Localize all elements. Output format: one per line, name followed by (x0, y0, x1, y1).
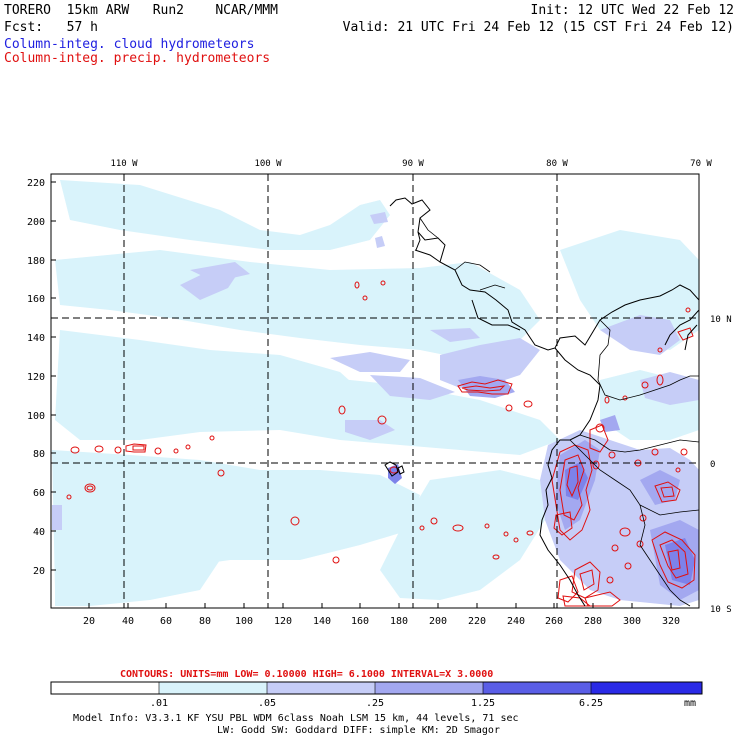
x-tick-label: 240 (507, 616, 525, 627)
colorbar-unit: mm (684, 698, 696, 709)
y-tick-label: 120 (27, 372, 45, 383)
y-tick-label: 180 (27, 256, 45, 267)
colorbar-segment (375, 682, 483, 694)
colorbar-label: .25 (366, 698, 384, 709)
x-tick-label: 80 (199, 616, 211, 627)
x-tick-label: 300 (623, 616, 641, 627)
x-tick-label: 100 (235, 616, 253, 627)
lat-label: 0 (710, 460, 715, 470)
model-title: TORERO 15km ARW Run2 NCAR/MMM (4, 3, 278, 18)
lat-label: 10 S (710, 605, 732, 615)
colorbar-segment (159, 682, 267, 694)
precip-contours (66, 280, 696, 607)
x-tick-label: 60 (160, 616, 172, 627)
colorbar-segment (483, 682, 591, 694)
x-tick-labels: 20 40 60 80 100 120 140 160 180 200 220 … (83, 616, 680, 627)
x-tick-label: 20 (83, 616, 95, 627)
y-tick-labels: 220 200 180 160 140 120 100 80 60 40 20 (27, 178, 45, 577)
lon-label: 70 W (690, 159, 712, 169)
legend-precip: Column-integ. precip. hydrometeors (4, 51, 271, 66)
colorbar-label: 6.25 (579, 698, 603, 709)
lon-label: 100 W (254, 159, 282, 169)
colorbar-segment (51, 682, 159, 694)
y-tick-label: 200 (27, 217, 45, 228)
forecast-hour: Fcst: 57 h (4, 20, 98, 35)
colorbar-frame (50, 681, 703, 695)
y-tick-label: 160 (27, 294, 45, 305)
x-tick-label: 40 (122, 616, 134, 627)
colorbar-segment (591, 682, 702, 694)
y-tick-label: 100 (27, 411, 45, 422)
lat-label: 10 N (710, 315, 732, 325)
x-tick-label: 160 (351, 616, 369, 627)
colorbar-labels: .01 .05 .25 1.25 6.25 mm (150, 698, 696, 709)
colorbar-label: .05 (258, 698, 276, 709)
x-tick-label: 140 (313, 616, 331, 627)
lon-label: 90 W (402, 159, 424, 169)
x-tick-label: 120 (274, 616, 292, 627)
x-tick-label: 180 (390, 616, 408, 627)
valid-time: Valid: 21 UTC Fri 24 Feb 12 (15 CST Fri … (342, 20, 734, 35)
y-tick-label: 220 (27, 178, 45, 189)
x-tick-label: 200 (429, 616, 447, 627)
colorbar-segment (267, 682, 375, 694)
init-time: Init: 12 UTC Wed 22 Feb 12 (530, 3, 735, 18)
physics-info: LW: Godd SW: Goddard DIFF: simple KM: 2D… (217, 725, 500, 736)
lon-label: 80 W (546, 159, 568, 169)
coastlines (384, 197, 699, 607)
x-tick-label: 260 (545, 616, 563, 627)
y-tick-label: 40 (33, 527, 45, 538)
y-tick-label: 60 (33, 488, 45, 499)
x-tick-label: 320 (662, 616, 680, 627)
axis-ticks (51, 181, 672, 608)
contours-info: CONTOURS: UNITS=mm LOW= 0.10000 HIGH= 6.… (120, 669, 493, 680)
lon-label: 110 W (110, 159, 138, 169)
colorbar (50, 681, 703, 695)
legend-cloud: Column-integ. cloud hydrometeors (4, 37, 255, 52)
x-tick-label: 220 (468, 616, 486, 627)
y-tick-label: 80 (33, 449, 45, 460)
map-frame (50, 173, 700, 609)
model-info: Model Info: V3.3.1 KF YSU PBL WDM 6class… (73, 713, 519, 724)
y-tick-label: 140 (27, 333, 45, 344)
colorbar-label: .01 (150, 698, 168, 709)
x-tick-label: 280 (584, 616, 602, 627)
y-tick-label: 20 (33, 566, 45, 577)
field-shading (51, 174, 699, 608)
colorbar-label: 1.25 (471, 698, 495, 709)
graticule (51, 174, 699, 608)
